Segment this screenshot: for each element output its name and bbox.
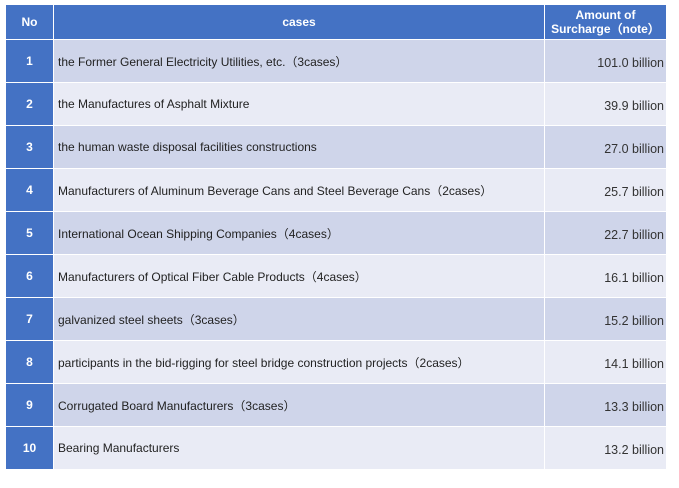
surcharge-table: No cases Amount of Surcharge（note） 1 the … <box>5 4 667 470</box>
header-amount: Amount of Surcharge（note） <box>544 4 667 40</box>
row-amount: 14.1 billion <box>544 340 667 384</box>
row-amount: 39.9 billion <box>544 82 667 126</box>
row-amount: 22.7 billion <box>544 211 667 255</box>
row-case: the Manufactures of Asphalt Mixture <box>53 82 545 126</box>
row-case: the human waste disposal facilities cons… <box>53 125 545 169</box>
row-amount: 15.2 billion <box>544 297 667 341</box>
header-row: No cases Amount of Surcharge（note） <box>5 4 667 40</box>
row-number: 8 <box>5 340 54 384</box>
row-number: 7 <box>5 297 54 341</box>
header-no: No <box>5 4 54 40</box>
row-case: the Former General Electricity Utilities… <box>53 39 545 83</box>
row-number: 3 <box>5 125 54 169</box>
table-row: 7 galvanized steel sheets（3cases） 15.2 b… <box>5 297 667 341</box>
row-amount: 16.1 billion <box>544 254 667 298</box>
row-case: galvanized steel sheets（3cases） <box>53 297 545 341</box>
row-case: Corrugated Board Manufacturers（3cases） <box>53 383 545 427</box>
row-amount: 27.0 billion <box>544 125 667 169</box>
header-cases: cases <box>53 4 545 40</box>
header-amount-line1: Amount of <box>575 8 636 22</box>
table-row: 8 participants in the bid-rigging for st… <box>5 340 667 384</box>
table-row: 3 the human waste disposal facilities co… <box>5 125 667 169</box>
row-number: 4 <box>5 168 54 212</box>
row-number: 10 <box>5 426 54 470</box>
row-case: International Ocean Shipping Companies（4… <box>53 211 545 255</box>
table-row: 5 International Ocean Shipping Companies… <box>5 211 667 255</box>
row-case: Manufacturers of Optical Fiber Cable Pro… <box>53 254 545 298</box>
row-case: Manufacturers of Aluminum Beverage Cans … <box>53 168 545 212</box>
row-amount: 101.0 billion <box>544 39 667 83</box>
header-amount-line2: Surcharge（note） <box>551 22 660 36</box>
row-case: Bearing Manufacturers <box>53 426 545 470</box>
row-amount: 13.3 billion <box>544 383 667 427</box>
row-number: 2 <box>5 82 54 126</box>
row-case: participants in the bid-rigging for stee… <box>53 340 545 384</box>
row-number: 9 <box>5 383 54 427</box>
table-row: 6 Manufacturers of Optical Fiber Cable P… <box>5 254 667 298</box>
table-header: No cases Amount of Surcharge（note） <box>5 4 667 40</box>
table-row: 2 the Manufactures of Asphalt Mixture 39… <box>5 82 667 126</box>
table-row: 1 the Former General Electricity Utiliti… <box>5 39 667 83</box>
row-number: 6 <box>5 254 54 298</box>
table-row: 9 Corrugated Board Manufacturers（3cases）… <box>5 383 667 427</box>
row-amount: 25.7 billion <box>544 168 667 212</box>
row-number: 5 <box>5 211 54 255</box>
row-number: 1 <box>5 39 54 83</box>
row-amount: 13.2 billion <box>544 426 667 470</box>
table-body: 1 the Former General Electricity Utiliti… <box>5 39 667 470</box>
table-row: 4 Manufacturers of Aluminum Beverage Can… <box>5 168 667 212</box>
table-row: 10 Bearing Manufacturers 13.2 billion <box>5 426 667 470</box>
